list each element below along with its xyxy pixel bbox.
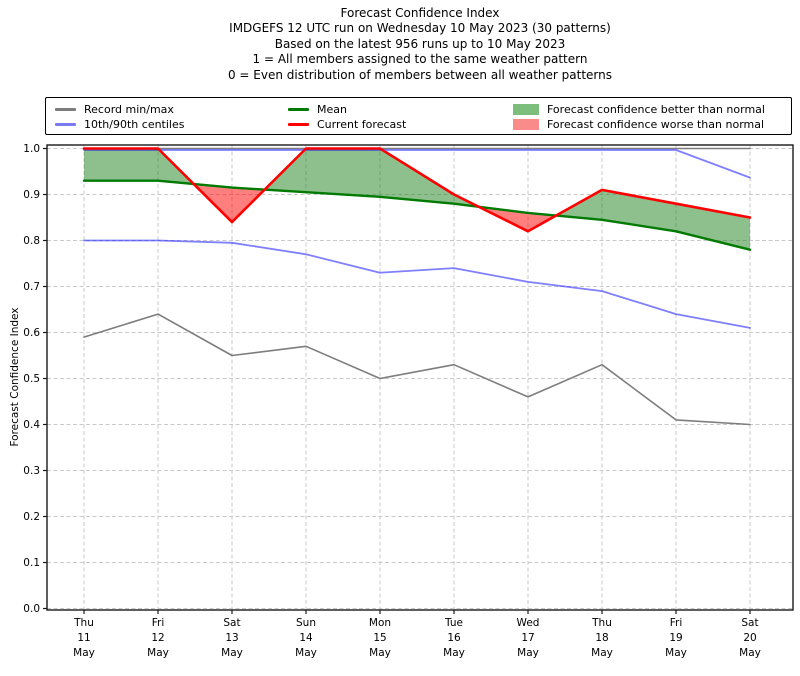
x-tick-label: 14 xyxy=(299,632,313,644)
y-tick-label: 0.7 xyxy=(23,281,40,293)
legend-label: Forecast confidence worse than normal xyxy=(547,118,765,131)
x-tick-label: Fri xyxy=(670,617,683,629)
x-tick-label: Thu xyxy=(73,617,94,629)
x-tick-label: Sun xyxy=(296,617,316,629)
x-tick-label: May xyxy=(369,647,391,659)
x-tick-label: Tue xyxy=(444,617,463,629)
current-forecast-line-swatch xyxy=(288,123,309,126)
legend-item-confidence-better: Forecast confidence better than normal xyxy=(513,102,765,117)
legend-item-confidence-worse: Forecast confidence worse than normal xyxy=(513,117,764,132)
x-tick-label: 20 xyxy=(743,632,756,644)
x-tick-label: 18 xyxy=(595,632,608,644)
record-minmax-line-swatch xyxy=(55,108,76,111)
x-tick-label: May xyxy=(591,647,613,659)
x-tick-label: May xyxy=(147,647,169,659)
x-tick-label: May xyxy=(517,647,539,659)
x-tick-label: May xyxy=(665,647,687,659)
y-tick-label: 0.8 xyxy=(23,235,40,247)
y-tick-label: 0.1 xyxy=(23,557,40,569)
y-tick-label: 0.2 xyxy=(23,511,40,523)
plot-border xyxy=(46,144,794,611)
chart-subtitle-scale-zero: 0 = Even distribution of members between… xyxy=(227,67,613,82)
x-tick-label: 15 xyxy=(373,632,386,644)
legend-label: Mean xyxy=(317,103,347,116)
mean-line-swatch xyxy=(288,108,309,111)
x-tick-label: May xyxy=(739,647,761,659)
y-tick-label: 0.3 xyxy=(23,465,40,477)
x-tick-label: Mon xyxy=(369,617,391,629)
confidence-better-patch-swatch xyxy=(513,104,539,115)
legend-item-centiles: 10th/90th centiles xyxy=(55,117,184,132)
legend: Record min/max 10th/90th centiles Mean C… xyxy=(45,97,792,135)
x-tick-label: May xyxy=(73,647,95,659)
x-tick-label: 13 xyxy=(225,632,238,644)
centiles-line-swatch xyxy=(55,123,76,126)
legend-item-current-forecast: Current forecast xyxy=(288,117,406,132)
x-tick-label: May xyxy=(443,647,465,659)
chart-title-block: Forecast Confidence Index IMDGEFS 12 UTC… xyxy=(47,6,793,83)
x-tick-label: 19 xyxy=(669,632,682,644)
legend-item-record-minmax: Record min/max xyxy=(55,102,174,117)
legend-label: Forecast confidence better than normal xyxy=(547,103,765,116)
x-tick-label: Sat xyxy=(223,617,240,629)
record-min-line xyxy=(83,313,751,426)
chart-subtitle-run: IMDGEFS 12 UTC run on Wednesday 10 May 2… xyxy=(229,21,611,36)
x-tick-label: 11 xyxy=(77,632,90,644)
confidence-better-fill xyxy=(380,148,454,204)
legend-item-mean: Mean xyxy=(288,102,347,117)
x-tick-label: Wed xyxy=(517,617,540,629)
y-tick-label: 0.5 xyxy=(23,373,40,385)
x-tick-label: May xyxy=(221,647,243,659)
centile-10-line xyxy=(83,239,751,329)
x-tick-label: 12 xyxy=(151,632,164,644)
legend-label: 10th/90th centiles xyxy=(84,118,185,131)
current-forecast-line xyxy=(82,147,752,233)
x-tick-label: 16 xyxy=(447,632,461,644)
x-tick-label: Thu xyxy=(591,617,612,629)
confidence-better-fill xyxy=(306,148,380,197)
chart-subtitle-runs-count: Based on the latest 956 runs up to 10 Ma… xyxy=(274,36,566,51)
x-tick-label: 17 xyxy=(521,632,534,644)
y-tick-label: 1.0 xyxy=(23,143,40,155)
y-tick-label: 0.0 xyxy=(23,603,40,615)
x-tick-label: Sat xyxy=(741,617,758,629)
legend-label: Current forecast xyxy=(317,118,407,131)
centile-90-line xyxy=(83,149,751,179)
confidence-better-fill xyxy=(84,148,158,181)
chart-subtitle-scale-one: 1 = All members assigned to the same wea… xyxy=(252,52,588,67)
chart-title: Forecast Confidence Index xyxy=(340,6,500,20)
x-tick-label: Fri xyxy=(152,617,165,629)
legend-label: Record min/max xyxy=(84,103,174,116)
y-tick-label: 0.4 xyxy=(23,419,40,431)
y-tick-label: 0.6 xyxy=(23,327,40,339)
x-tick-label: May xyxy=(295,647,317,659)
y-tick-label: 0.9 xyxy=(23,189,40,201)
confidence-worse-patch-swatch xyxy=(513,119,539,130)
